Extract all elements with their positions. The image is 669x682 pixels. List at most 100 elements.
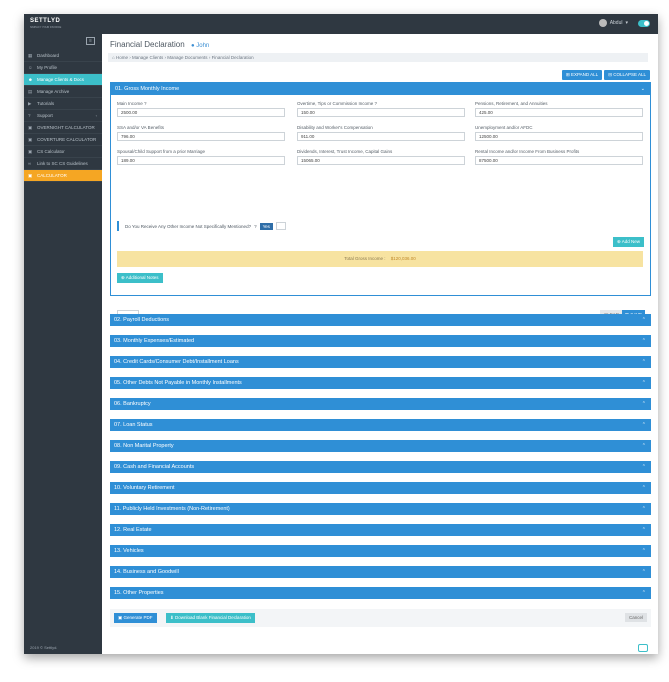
section-header-8[interactable]: 08. Non Marital Property ⌃ [110,440,651,452]
generate-pdf-button[interactable]: ▣ Generate PDF [114,613,157,623]
section-header-9[interactable]: 09. Cash and Financial Accounts ⌃ [110,461,651,473]
additional-notes-button[interactable]: ⊕ Additional Notes [117,273,163,283]
chevron-up-icon: ⌃ [641,338,646,344]
field-input[interactable]: 2500.00 [117,108,285,117]
section-header-14[interactable]: 14. Business and Goodwill ⌃ [110,566,651,578]
sidebar-item-label: Dashboard [37,53,60,58]
section-header-6[interactable]: 06. Bankruptcy ⌃ [110,398,651,410]
sidebar-item-2[interactable]: ☻ Manage Clients & Docs [24,74,102,86]
field-input[interactable]: 911.00 [297,132,465,141]
sidebar-item-4[interactable]: ▶ Tutorials [24,98,102,110]
section-header-15[interactable]: 15. Other Properties ⌃ [110,587,651,599]
user-menu[interactable]: Abdul ▾ [598,19,628,27]
field-input[interactable]: 150.00 [297,108,465,117]
section-header-12[interactable]: 12. Real Estate ⌃ [110,524,651,536]
section-header-10[interactable]: 10. Voluntary Retirement ⌃ [110,482,651,494]
section-header-4[interactable]: 04. Credit Cards/Consumer Debt/Installme… [110,356,651,368]
chat-icon[interactable] [638,644,648,652]
section-header-2[interactable]: 02. Payroll Deductions ⌃ [110,314,651,326]
sidebar-item-label: COVERTURE CALCULATOR [37,137,97,142]
chevron-up-icon: ⌃ [641,401,646,407]
users-icon: ☻ [28,77,33,82]
section-header-5[interactable]: 05. Other Debts Not Payable in Monthly I… [110,377,651,389]
breadcrumb-clients[interactable]: Manage Clients [132,55,164,60]
video-icon: ▶ [28,100,32,106]
expand-all-button[interactable]: ⊞ EXPAND ALL [561,70,603,80]
field-label: Rental Income and/or Income From Busines… [475,149,580,154]
income-field-7: Dividends, Interest, Trust Income, Capit… [297,149,465,165]
section-gross-monthly-income: 01. Gross Monthly Income ⌄ Main Income ?… [110,82,651,322]
help-icon: ? [373,101,378,106]
chevron-right-icon: ‹ [95,113,97,118]
other-income-question: Do You Receive Any Other Income Not Spec… [117,221,286,231]
income-field-8: Rental Income and/or Income From Busines… [475,149,643,165]
link-icon: ∞ [28,161,32,166]
sidebar-item-10[interactable]: ▣ CALCULATOR [24,170,102,182]
chevron-up-icon: ⌃ [641,569,646,575]
chevron-up-icon: ⌃ [641,527,646,533]
section-header-11[interactable]: 11. Publicly Held Investments (Non-Retir… [110,503,651,515]
sidebar-item-1[interactable]: ☺ My Profile [24,62,102,74]
toolbar: ⊞ EXPAND ALL ⊟ COLLAPSE ALL [561,70,650,80]
section-header-3[interactable]: 03. Monthly Expenses/Estimated ⌃ [110,335,651,347]
grid-icon: ▦ [28,52,33,58]
sidebar-item-3[interactable]: ▤ Manage Archive [24,86,102,98]
income-field-0: Main Income ? 2500.00 [117,101,285,117]
sidebar-item-label: My Profile [37,65,58,70]
field-label: Main Income ? [117,101,147,106]
client-name: ● John [190,43,210,49]
sidebar-item-7[interactable]: ▣ COVERTURE CALCULATOR [24,134,102,146]
help-icon: ? [254,223,257,229]
section-header[interactable]: 01. Gross Monthly Income ⌄ [111,83,650,95]
sidebar-item-label: Manage Clients & Docs [37,77,85,82]
help-icon: ? [28,113,31,118]
sidebar-item-label: Tutorials [37,101,55,106]
brand-logo[interactable]: SETTLYD [30,18,61,24]
cancel-button[interactable]: Cancel [624,613,647,622]
field-label: Pensions, Retirement, and Annuities [475,101,548,106]
sidebar-nav: ▦ Dashboard ☺ My Profile ☻ Manage Clients & D… [24,50,102,182]
field-input[interactable]: 425.00 [475,108,643,117]
other-income-no-button[interactable] [275,222,286,230]
user-icon: ☺ [28,65,33,70]
chevron-up-icon: ⌃ [641,317,646,323]
field-label: Overtime, Tips or Commission Income ? [297,101,378,106]
sidebar-item-label: OVERNIGHT CALCULATOR [37,125,95,130]
help-icon: ? [142,101,147,106]
theme-toggle[interactable] [638,20,650,27]
field-input[interactable]: 87500.00 [475,156,643,165]
field-input[interactable]: 796.00 [117,132,285,141]
total-gross-income-value: $120,036.00 [390,256,416,261]
sidebar-item-label: Manage Archive [37,89,70,94]
field-input[interactable]: 189.00 [117,156,285,165]
chevron-up-icon: ⌃ [641,590,646,596]
sidebar-collapse-button[interactable]: ≡ [86,37,95,45]
chevron-up-icon: ⌃ [641,443,646,449]
section-header-7[interactable]: 07. Loan Status ⌃ [110,419,651,431]
income-field-3: SSA and/or VA Benefits 796.00 [117,125,285,141]
download-blank-button[interactable]: ⬇ Download Blank Financial Declaration [166,613,255,623]
archive-icon: ▤ [28,88,33,94]
calculator-icon: ▣ [28,124,33,130]
page-title: Financial Declaration ● John [110,40,210,49]
breadcrumb-home[interactable]: Home [115,55,128,60]
breadcrumb-documents[interactable]: Manage Documents [167,55,208,60]
sidebar-item-9[interactable]: ∞ Link to SC CS Guidelines [24,158,102,170]
field-label: Spousal/Child Support from a prior Marri… [117,149,206,154]
field-input[interactable]: 15065.00 [297,156,465,165]
other-income-yes-button[interactable]: Yes [259,222,273,230]
top-bar: SETTLYD SIMPLIFY YOUR DIVORCE Abdul ▾ [24,14,658,34]
add-new-button[interactable]: ⊕ Add New [612,237,644,247]
field-label: Disability and Worker's Compensation [297,125,373,130]
field-input[interactable]: 12500.00 [475,132,643,141]
section-header-13[interactable]: 13. Vehicles ⌃ [110,545,651,557]
chevron-up-icon: ⌃ [641,380,646,386]
collapse-all-button[interactable]: ⊟ COLLAPSE ALL [604,70,650,80]
sidebar-item-8[interactable]: ▣ CS Calculator [24,146,102,158]
chevron-up-icon: ⌃ [641,464,646,470]
chevron-up-icon: ⌃ [641,422,646,428]
sidebar-item-0[interactable]: ▦ Dashboard [24,50,102,62]
sidebar-item-label: CS Calculator [37,149,65,154]
sidebar-item-5[interactable]: ? Support ‹ [24,110,102,122]
sidebar-item-6[interactable]: ▣ OVERNIGHT CALCULATOR [24,122,102,134]
